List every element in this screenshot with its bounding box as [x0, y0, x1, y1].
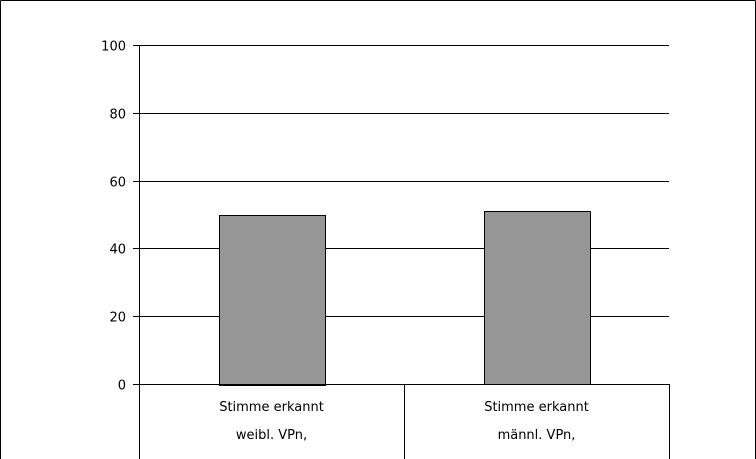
y-tick-label-0: 0 — [118, 379, 126, 394]
x-category-label-1-line-1: männl. VPn, — [498, 428, 576, 443]
y-tick-label-40: 40 — [109, 243, 126, 258]
bars — [219, 211, 591, 386]
axes — [133, 45, 670, 459]
y-tick-label-100: 100 — [101, 40, 126, 55]
bar-0 — [219, 215, 326, 386]
y-tick-labels: 0 20 40 60 80 100 — [101, 40, 126, 394]
y-tick-label-80: 80 — [109, 108, 126, 123]
y-tick-label-60: 60 — [109, 176, 126, 191]
x-category-labels: Stimme erkannt weibl. VPn, Stimme erkannt m… — [219, 400, 589, 443]
bar-1 — [484, 211, 591, 385]
y-tick-label-20: 20 — [109, 311, 126, 326]
x-category-label-0-line-1: weibl. VPn, — [236, 428, 307, 443]
x-category-label-1-line-0: Stimme erkannt — [484, 400, 589, 415]
x-category-label-0-line-0: Stimme erkannt — [219, 400, 324, 415]
